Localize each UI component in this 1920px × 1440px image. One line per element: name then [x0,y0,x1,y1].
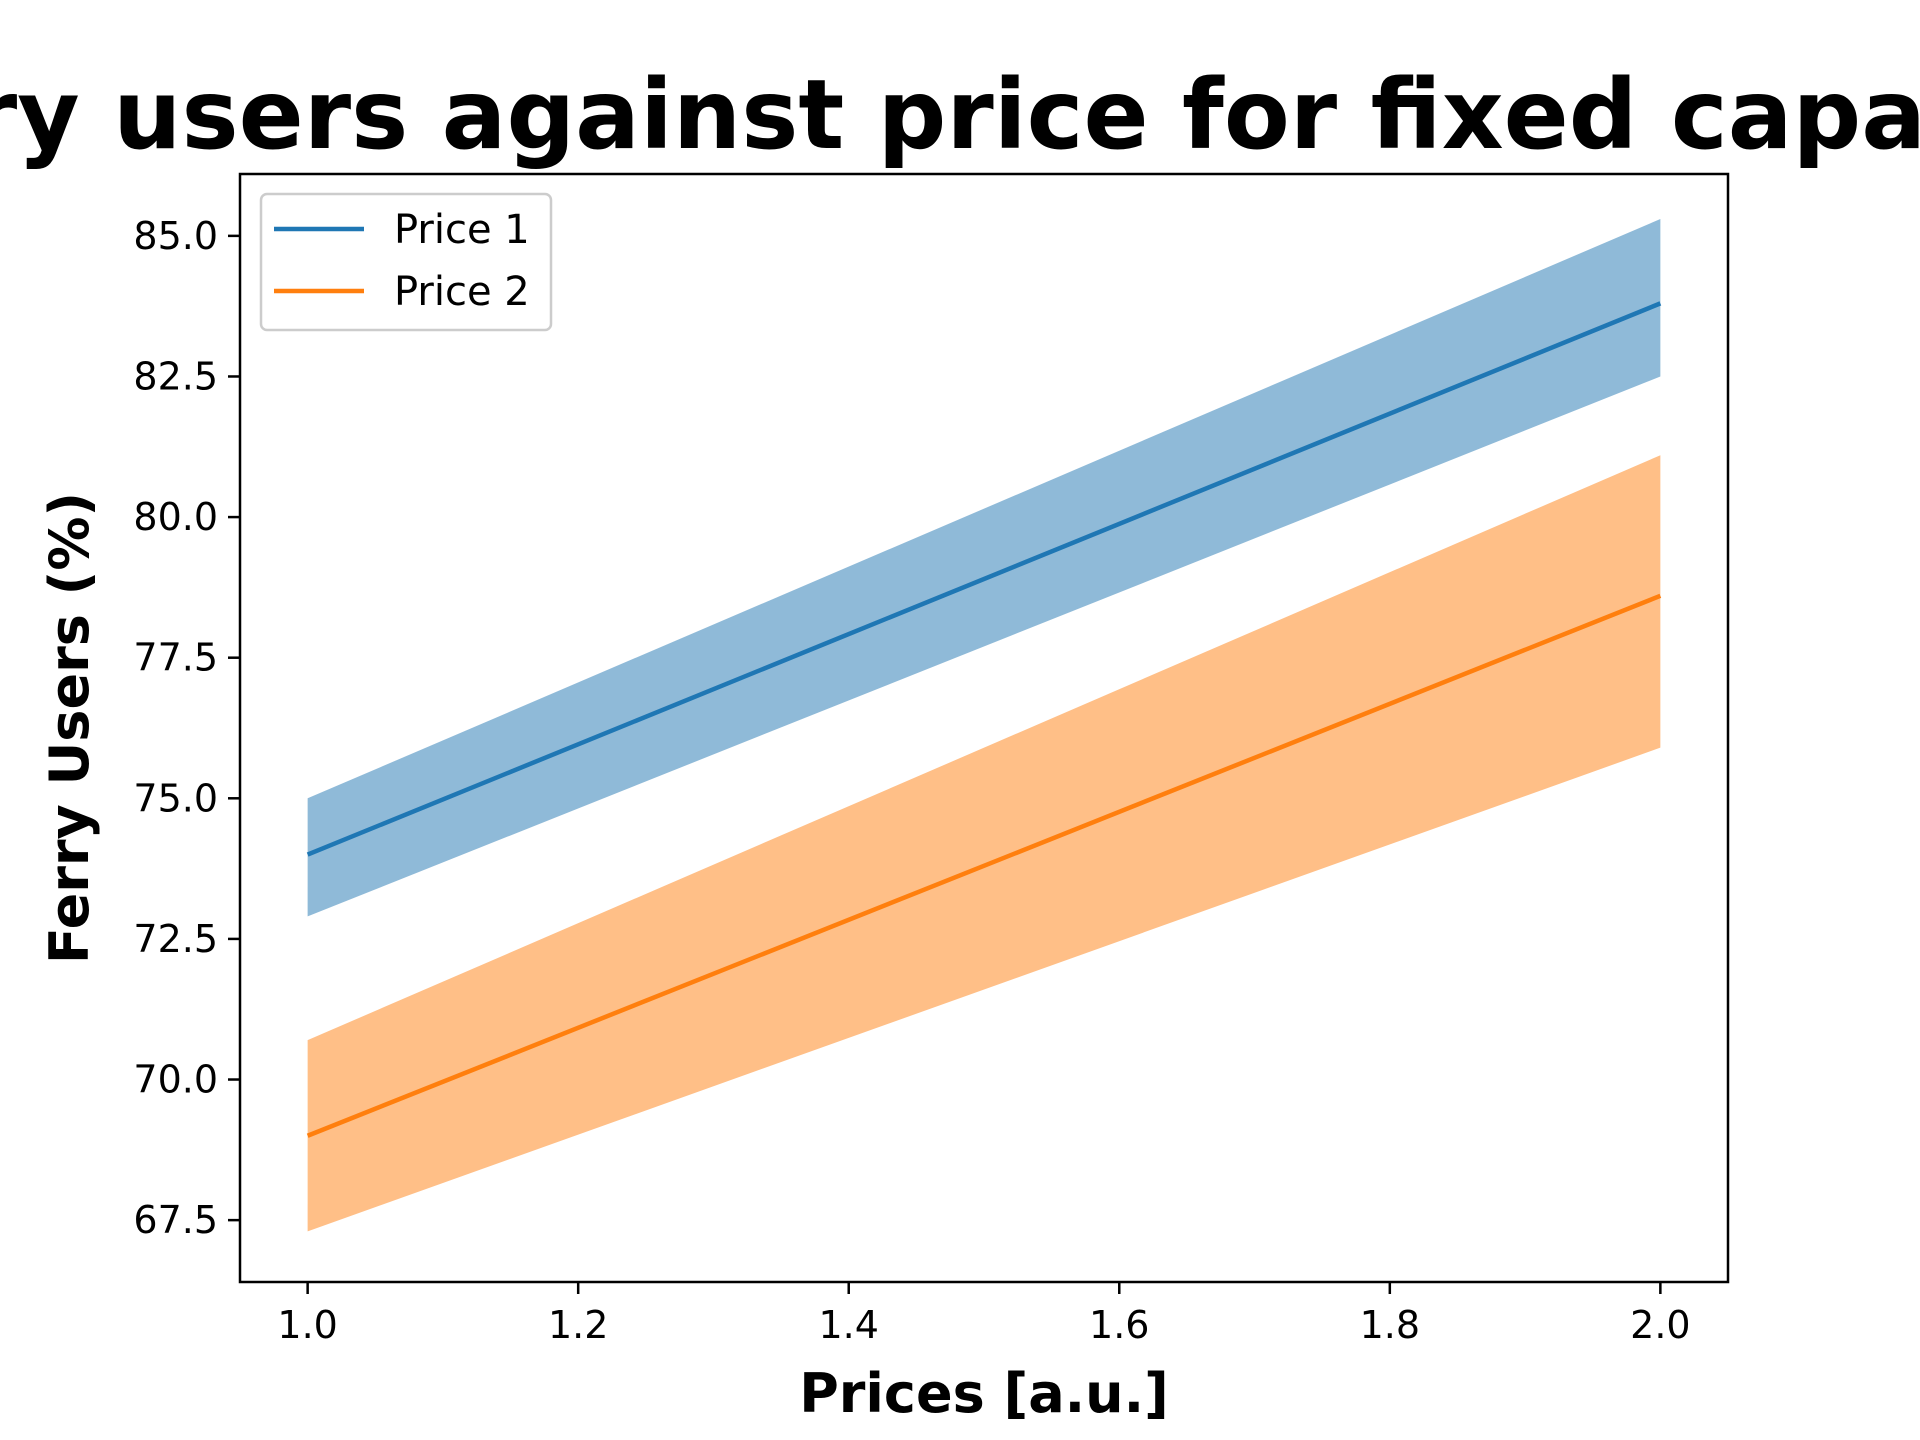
x-axis-ticks: 1.0 1.2 1.4 1.6 1.8 2.0 [277,1282,1691,1347]
y-tick-label: 85.0 [133,214,218,258]
x-tick-label: 2.0 [1630,1303,1690,1347]
series-lines [306,301,1662,1138]
chart-title: Ferry users against price for fixed capa… [0,59,1920,171]
y-tick-label: 72.5 [133,917,218,961]
legend-label-1: Price 1 [394,207,530,253]
y-tick-label: 67.5 [133,1198,218,1242]
series-line-1 [306,301,1662,857]
y-tick-label: 82.5 [133,354,218,398]
x-tick-label: 1.4 [819,1303,879,1347]
x-tick-label: 1.8 [1360,1303,1420,1347]
confidence-bands [307,218,1661,1232]
x-tick-label: 1.0 [277,1303,337,1347]
legend: Price 1 Price 2 [259,192,553,332]
x-tick-label: 1.6 [1089,1303,1149,1347]
y-axis-ticks: 67.5 70.0 72.5 75.0 77.5 80.0 82.5 85.0 [133,214,240,1242]
confidence-band-2 [307,455,1661,1232]
x-tick-label: 1.2 [548,1303,608,1347]
plot-frame [238,172,1730,1284]
y-axis-label: Ferry Users (%) [38,492,101,964]
x-axis-label: Prices [a.u.] [799,1362,1169,1425]
legend-label-2: Price 2 [394,269,530,315]
y-tick-label: 70.0 [133,1058,218,1102]
y-tick-label: 75.0 [133,776,218,820]
y-tick-label: 80.0 [133,495,218,539]
series-line-2 [306,593,1662,1138]
y-tick-label: 77.5 [133,636,218,680]
confidence-band-1 [307,218,1661,917]
